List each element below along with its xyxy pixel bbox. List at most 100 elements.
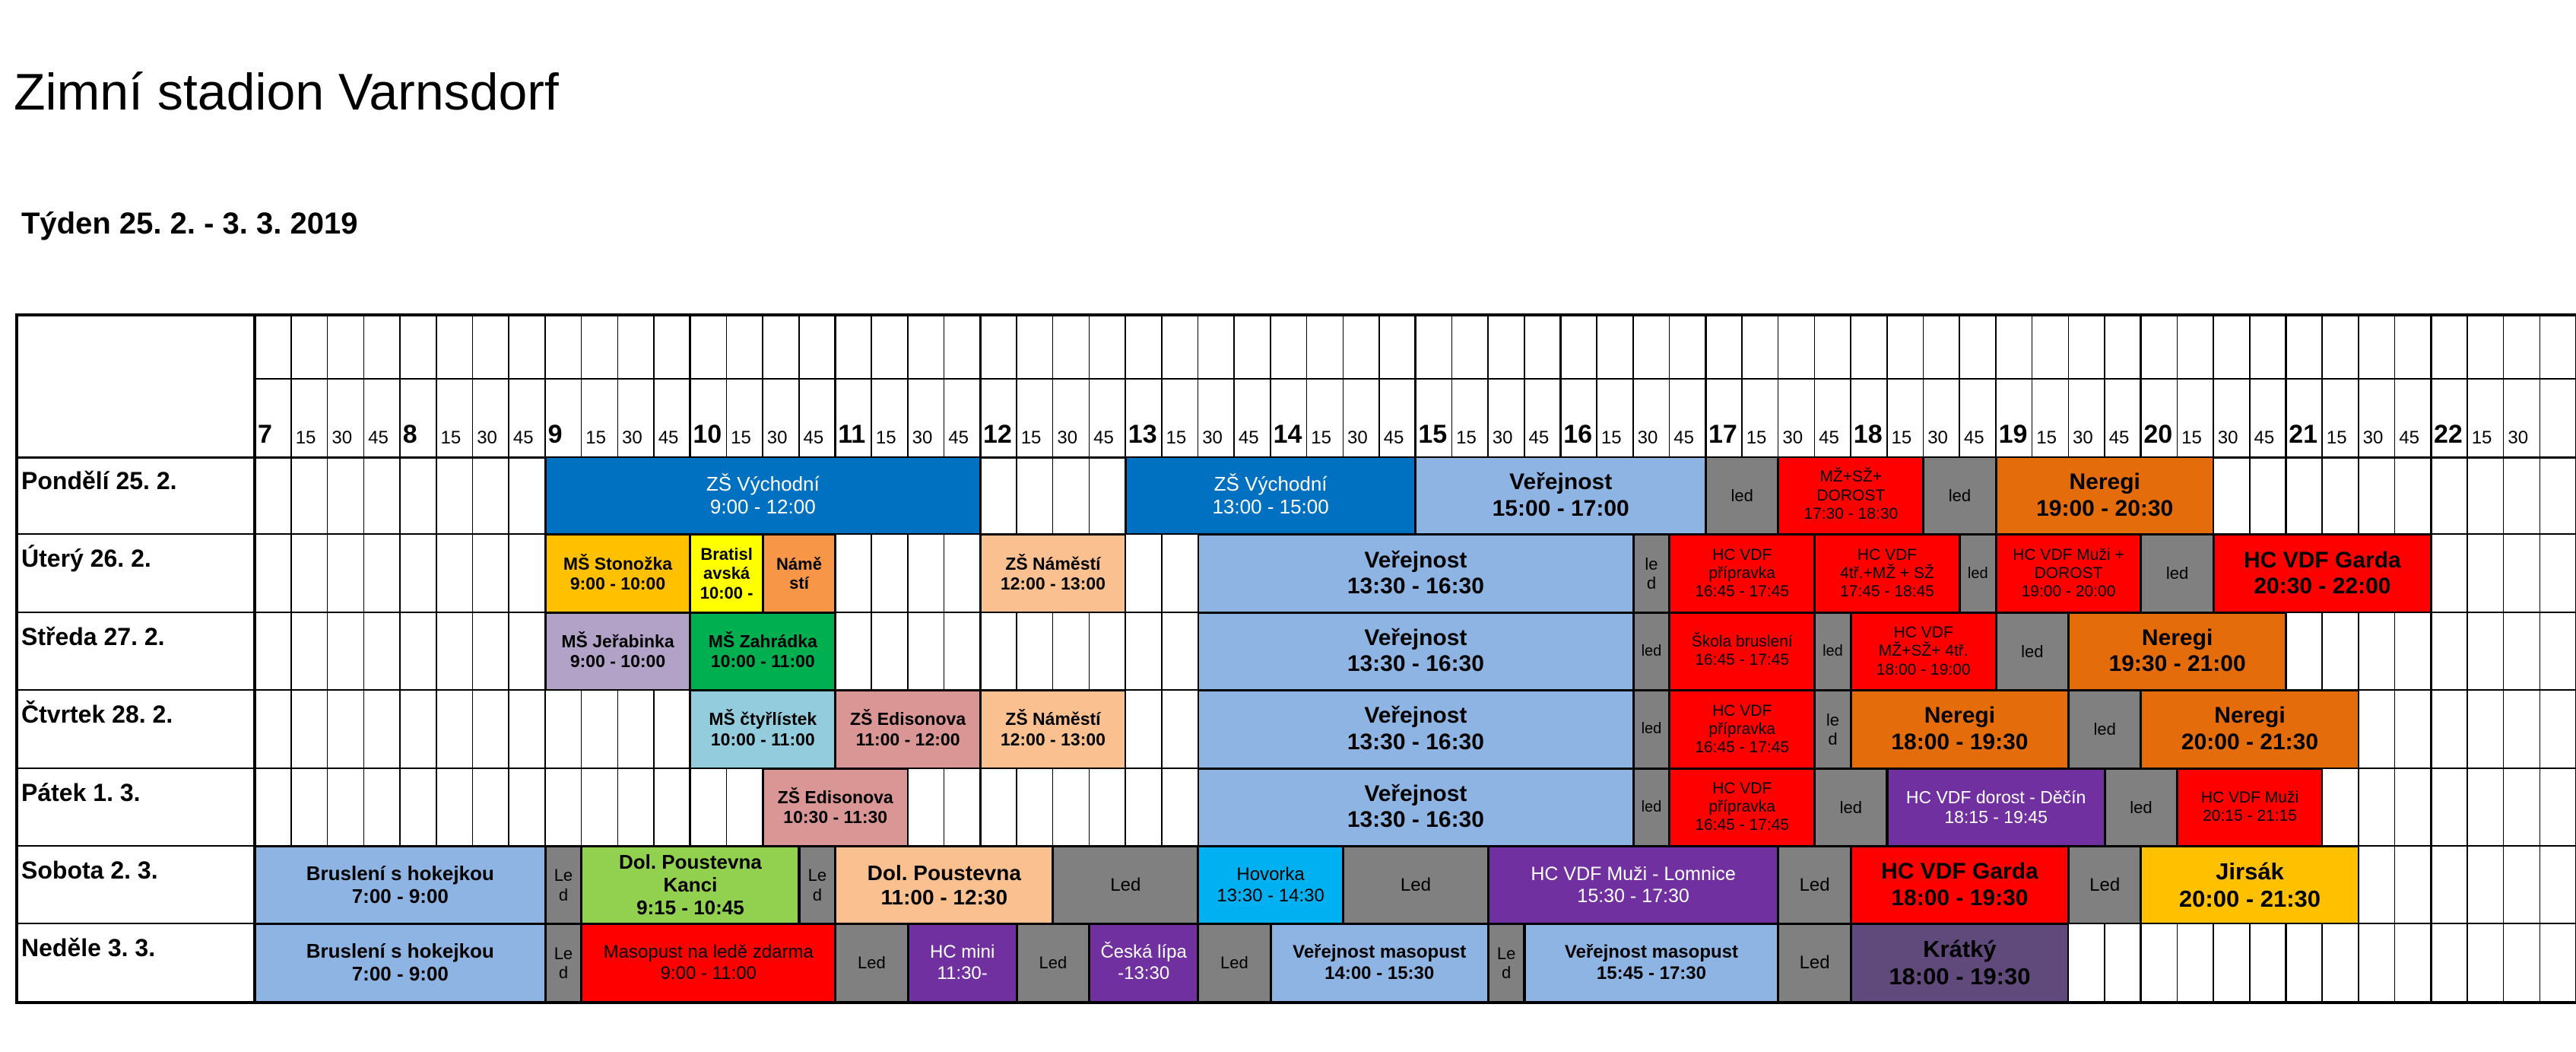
event-block[interactable]: ZŠ Edisonova 11:00 - 12:00 (835, 690, 981, 769)
event-block[interactable]: led (1814, 612, 1851, 691)
event-block[interactable]: Neregi 18:00 - 19:30 (1850, 690, 2069, 769)
event-text: le (1645, 554, 1658, 574)
event-block[interactable]: led (2104, 768, 2178, 847)
event-block[interactable]: HC VDF Muži 20:15 - 21:15 (2177, 768, 2323, 847)
day-label: Čtvrtek 28. 2. (21, 701, 173, 729)
event-text: led (2021, 641, 2044, 661)
event-block[interactable]: Bruslení s hokejkou 7:00 - 9:00 (255, 923, 546, 1003)
minute-label: 30 (1202, 427, 1223, 448)
event-text: d (1502, 963, 1512, 983)
event-text: MŠ Stonožka (563, 553, 673, 574)
event-block[interactable]: Jirsák 20:00 - 21:30 (2140, 846, 2359, 925)
event-text: 13:30 - 16:30 (1347, 574, 1484, 599)
event-block[interactable]: Led (1052, 846, 1199, 925)
event-block[interactable]: led (2068, 690, 2142, 769)
event-text: Hovorka (1236, 864, 1305, 885)
minute-label: 15 (440, 427, 462, 448)
event-text: HC mini (929, 942, 995, 963)
event-block[interactable]: Veřejnost 13:30 - 16:30 (1198, 612, 1634, 691)
event-block[interactable]: ZŠ Východní 13:00 - 15:00 (1125, 456, 1416, 536)
event-block[interactable]: Masopust na ledě zdarma 9:00 - 11:00 (581, 923, 836, 1003)
event-block[interactable]: Led (1778, 923, 1851, 1003)
event-block[interactable]: HC VDF MŽ+SŽ+ 4tř. 18:00 - 19:00 (1850, 612, 1997, 691)
event-block[interactable]: Led (1016, 923, 1090, 1003)
event-block[interactable]: led (1995, 612, 2069, 691)
event-text: 11:00 - 12:00 (855, 729, 960, 749)
event-block[interactable]: Veřejnost 13:30 - 16:30 (1198, 534, 1634, 613)
minute-label: 15 (1020, 427, 1042, 448)
event-block[interactable]: Dol. Poustevna Kanci 9:15 - 10:45 (581, 846, 800, 925)
event-block[interactable]: ZŠ Náměstí 12:00 - 13:00 (980, 690, 1126, 769)
event-block[interactable]: Škola bruslení 16:45 - 17:45 (1669, 612, 1816, 691)
event-block[interactable]: ZŠ Edisonova 10:30 - 11:30 (762, 768, 909, 847)
event-block[interactable]: MŠ Stonožka 9:00 - 10:00 (544, 534, 691, 613)
event-block[interactable]: Neregi 19:00 - 20:30 (1995, 456, 2214, 536)
event-block[interactable]: Led (835, 923, 909, 1003)
event-text: 13:30 - 16:30 (1347, 651, 1484, 677)
event-block[interactable]: HC VDF Muži - Lomnice 15:30 - 17:30 (1487, 846, 1779, 925)
event-block[interactable]: led (1632, 768, 1670, 847)
minute-label: 45 (512, 427, 534, 448)
event-block[interactable]: Bratisl avská 10:00 - (690, 534, 763, 613)
event-block[interactable]: led (1705, 456, 1779, 536)
event-block[interactable]: HC VDF Muži + DOROST 19:00 - 20:00 (1995, 534, 2142, 613)
event-block[interactable]: MŽ+SŽ+ DOROST 17:30 - 18:30 (1778, 456, 1924, 536)
event-block[interactable]: HC VDF dorost - Děčín 18:15 - 19:45 (1886, 768, 2105, 847)
event-block[interactable]: Námě stí (762, 534, 836, 613)
event-block[interactable]: HC mini 11:30- (907, 923, 1017, 1003)
event-block[interactable]: led (1959, 534, 1997, 613)
hour-label: 8 (402, 420, 417, 449)
event-text: Krátký (1923, 936, 1997, 963)
minute-label: 30 (2217, 427, 2238, 448)
event-block[interactable]: MŠ Zahrádka 10:00 - 11:00 (690, 612, 836, 691)
event-block[interactable]: Dol. Poustevna 11:00 - 12:30 (835, 846, 1054, 925)
event-block[interactable]: Veřejnost 13:30 - 16:30 (1198, 768, 1634, 847)
event-block[interactable]: Veřejnost masopust 14:00 - 15:30 (1270, 923, 1489, 1003)
event-block[interactable]: Veřejnost 15:00 - 17:00 (1415, 456, 1706, 536)
event-block[interactable]: led (1632, 612, 1670, 691)
event-block[interactable]: Led (1198, 923, 1271, 1003)
minute-label: 45 (368, 427, 389, 448)
event-text: stí (789, 574, 809, 593)
event-block[interactable]: Neregi 19:30 - 21:00 (2068, 612, 2287, 691)
event-text: Neregi (2141, 625, 2213, 650)
event-block[interactable]: ZŠ Východní 9:00 - 12:00 (544, 456, 981, 536)
event-block[interactable]: Veřejnost masopust 15:45 - 17:30 (1524, 923, 1779, 1003)
event-block[interactable]: led (1814, 768, 1888, 847)
event-block[interactable]: led (1923, 456, 1997, 536)
hour-label: 22 (2434, 420, 2463, 449)
hour-gridline (2574, 313, 2576, 1002)
event-block[interactable]: ZŠ Náměstí 12:00 - 13:00 (980, 534, 1126, 613)
event-block[interactable]: led (1632, 690, 1670, 769)
event-block[interactable]: Led (1778, 846, 1851, 925)
event-block[interactable]: HC VDF Garda 20:30 - 22:00 (2213, 534, 2432, 613)
event-block[interactable]: HC VDF přípravka 16:45 - 17:45 (1669, 768, 1816, 847)
event-block[interactable]: Led (1343, 846, 1489, 925)
event-block[interactable]: HC VDF 4tř.+MŽ + SŽ 17:45 - 18:45 (1814, 534, 1960, 613)
minute-label: 45 (1673, 427, 1694, 448)
event-text: Jirsák (2216, 858, 2284, 885)
event-block[interactable]: Česká lípa -13:30 (1089, 923, 1199, 1003)
event-block[interactable]: HC VDF přípravka 16:45 - 17:45 (1669, 690, 1816, 769)
event-block[interactable]: Bruslení s hokejkou 7:00 - 9:00 (255, 846, 546, 925)
event-text: 7:00 - 9:00 (351, 962, 449, 986)
event-block[interactable]: led (2140, 534, 2214, 613)
event-block[interactable]: Neregi 20:00 - 21:30 (2140, 690, 2359, 769)
event-block[interactable]: HC VDF přípravka 16:45 - 17:45 (1669, 534, 1816, 613)
event-text: 18:00 - 19:00 (1876, 660, 1971, 679)
minute-label: 30 (622, 427, 642, 448)
event-text: přípravka (1708, 564, 1775, 583)
event-block[interactable]: Veřejnost 13:30 - 16:30 (1198, 690, 1634, 769)
event-block[interactable]: Hovorka 13:30 - 14:30 (1198, 846, 1344, 925)
event-block[interactable]: MŠ čtyřlístek 10:00 - 11:00 (690, 690, 836, 769)
event-block[interactable]: Led (2068, 846, 2142, 925)
event-block[interactable]: MŠ Jeřabinka 9:00 - 10:00 (544, 612, 691, 691)
event-block[interactable]: Krátký 18:00 - 19:30 (1850, 923, 2069, 1003)
event-block[interactable]: HC VDF Garda 18:00 - 19:30 (1850, 846, 2069, 925)
